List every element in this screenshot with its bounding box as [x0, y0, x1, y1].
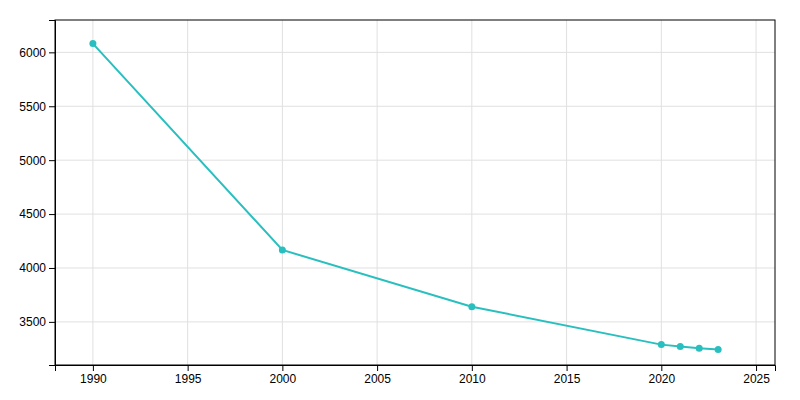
- y-tick-mark: [49, 106, 55, 107]
- chart: 1990 1995 2000 2005 2010 2015 2020 2025 3500 4000…: [0, 0, 800, 400]
- y-tick: 4000: [19, 261, 55, 275]
- x-tick-mark: [93, 365, 94, 371]
- x-grid-line: [471, 20, 472, 365]
- x-tick-label: 2015: [554, 372, 581, 386]
- x-tick: 2000: [270, 365, 297, 386]
- point: [658, 341, 665, 348]
- grid: [55, 20, 775, 365]
- point: [279, 246, 286, 253]
- x-axis: 1990 1995 2000 2005 2010 2015 2020 2025: [56, 365, 776, 386]
- point: [715, 346, 722, 353]
- x-tick: 2025: [743, 365, 770, 386]
- x-tick: 2015: [554, 365, 581, 386]
- x-grid-line: [756, 20, 757, 365]
- y-tick: 5000: [19, 153, 55, 167]
- x-tick-mark: [756, 365, 757, 371]
- x-tick-label: 1995: [175, 372, 202, 386]
- y-grid-line: [55, 321, 775, 322]
- x-tick: 1990: [80, 365, 107, 386]
- x-tick-label: 2000: [270, 372, 297, 386]
- y-tick: 5500: [19, 100, 55, 114]
- y-tick-label: 5000: [19, 153, 46, 167]
- x-tick-mark: [282, 365, 283, 371]
- x-tick-label: 2010: [459, 372, 486, 386]
- y-tick: 6000: [19, 46, 55, 60]
- x-grid-line: [377, 20, 378, 365]
- plot: 1990 1995 2000 2005 2010 2015 2020 2025 3500 4000…: [19, 20, 775, 386]
- y-tick-label: 6000: [19, 46, 46, 60]
- x-tick-label: 2005: [364, 372, 391, 386]
- point: [89, 40, 96, 47]
- x-grid-line: [92, 20, 93, 365]
- x-grid-line: [282, 20, 283, 365]
- x-tick-label: 2020: [648, 372, 675, 386]
- y-grid-line: [55, 267, 775, 268]
- y-tick-mark: [49, 160, 55, 161]
- y-tick-mark: [49, 52, 55, 53]
- y-grid-line: [55, 106, 775, 107]
- x-grid-line: [661, 20, 662, 365]
- x-tick: 2020: [648, 365, 675, 386]
- x-tick: 2005: [364, 365, 391, 386]
- x-tick-mark: [567, 365, 568, 371]
- plot-frame: [55, 20, 775, 365]
- x-grid-line: [187, 20, 188, 365]
- x-axis-line: [56, 366, 776, 372]
- x-tick-mark: [472, 365, 473, 371]
- y-tick-mark: [49, 268, 55, 269]
- x-tick-mark: [377, 365, 378, 371]
- y-tick-label: 3500: [19, 315, 46, 329]
- y-axis-line: [49, 21, 56, 366]
- y-tick-mark: [49, 214, 55, 215]
- x-tick: 2010: [459, 365, 486, 386]
- x-tick-label: 2025: [743, 372, 770, 386]
- y-tick-mark: [49, 322, 55, 323]
- x-tick-mark: [188, 365, 189, 371]
- y-grid-line: [55, 160, 775, 161]
- y-tick-label: 4000: [19, 261, 46, 275]
- series: [89, 40, 721, 353]
- point: [696, 345, 703, 352]
- y-grid-line: [55, 214, 775, 215]
- x-grid-line: [566, 20, 567, 365]
- y-tick: 3500: [19, 315, 55, 329]
- x-tick-label: 1990: [80, 372, 107, 386]
- y-axis: 3500 4000 4500 5000 5500 6000: [19, 21, 55, 366]
- point: [677, 343, 684, 350]
- line: [93, 44, 718, 350]
- y-tick: 4500: [19, 207, 55, 221]
- y-tick-label: 4500: [19, 207, 46, 221]
- x-tick-mark: [661, 365, 662, 371]
- point: [468, 303, 475, 310]
- y-grid-line: [55, 52, 775, 53]
- y-tick-label: 5500: [19, 100, 46, 114]
- x-tick: 1995: [175, 365, 202, 386]
